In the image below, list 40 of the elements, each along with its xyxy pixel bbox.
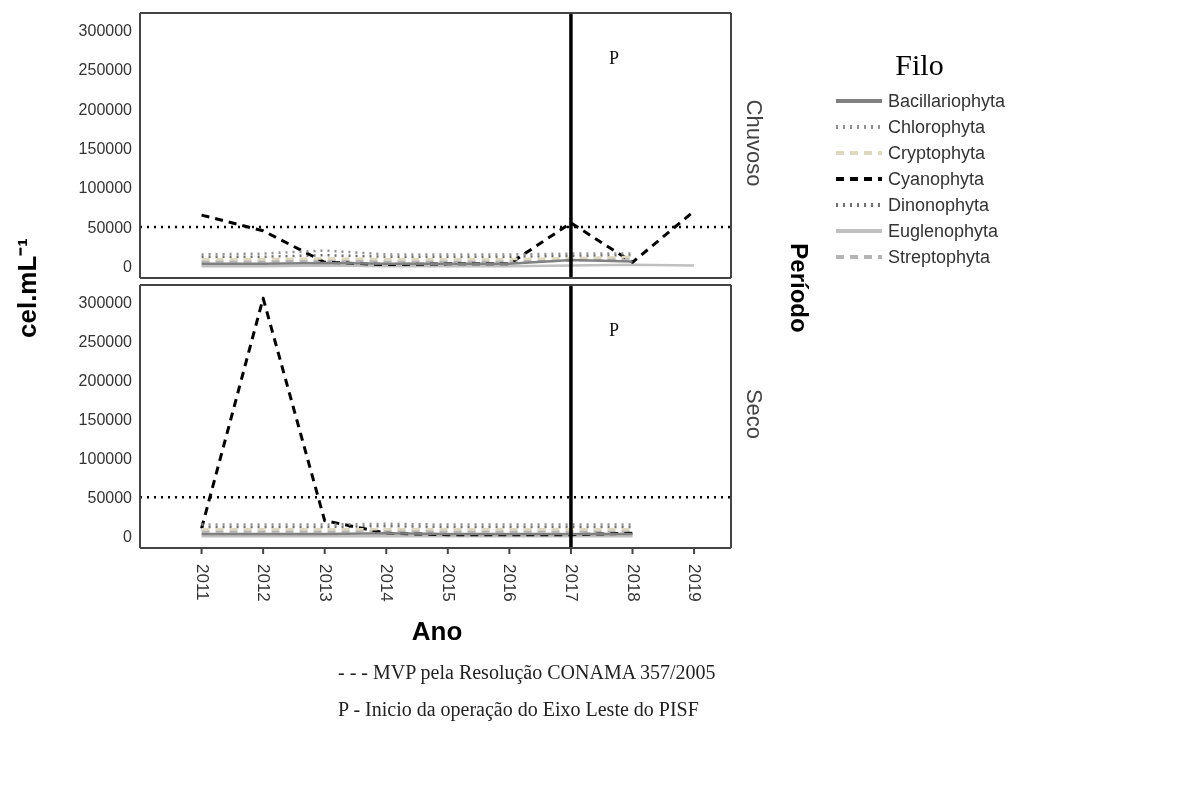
x-tick-label: 2018 [623,564,643,602]
legend-label: Streptophyta [888,246,991,268]
x-tick-label: 2012 [254,564,274,602]
x-tick-label: 2013 [315,564,335,602]
x-tick-label: 2015 [438,564,458,602]
legend-label: Cyanophyta [888,168,985,190]
y-axis-title: cel.mL⁻¹ [11,237,43,339]
text: - - - MVP pela Resolução CONAMA 357/2005 [338,661,717,684]
x-tick-label: 2019 [685,564,705,602]
legend-label: Chlorophyta [888,116,986,138]
text: P - Inicio da operação do Eixo Leste do PISF [338,698,700,721]
y-tick-label: 50000 [87,488,133,506]
y-tick-label: 50000 [87,218,133,236]
ref-line-label: P [608,47,619,68]
y-tick-label: 0 [123,527,133,545]
legend-label: Bacillariophyta [888,90,1006,112]
legend-label: Cryptophyta [888,142,986,164]
y-tick-label: 200000 [78,100,133,118]
y-tick-label: 150000 [78,139,133,157]
y-tick-label: 150000 [78,410,133,428]
text: Chuvoso [741,99,767,187]
y-tick-label: 100000 [78,449,133,467]
y-tick-label: 300000 [78,293,133,311]
x-tick-label: 2017 [561,564,581,602]
x-tick-label: 2011 [192,564,212,601]
text: Seco [741,388,767,440]
x-tick-label: 2014 [377,564,397,602]
x-tick-label: 2016 [500,564,520,602]
x-axis-title: Ano [410,616,464,647]
legend-label: Euglenophyta [888,220,999,242]
y-tick-label: 100000 [78,179,133,197]
legend-title: Filo [894,48,945,82]
legend-label: Dinonophyta [888,194,990,216]
y2-axis-title: Período [785,243,813,333]
y-tick-label: 0 [123,257,133,275]
y-tick-label: 250000 [78,332,133,350]
y-tick-label: 300000 [78,21,133,39]
y-tick-label: 250000 [78,61,133,79]
y-tick-label: 200000 [78,371,133,389]
ref-line-label: P [608,319,619,340]
